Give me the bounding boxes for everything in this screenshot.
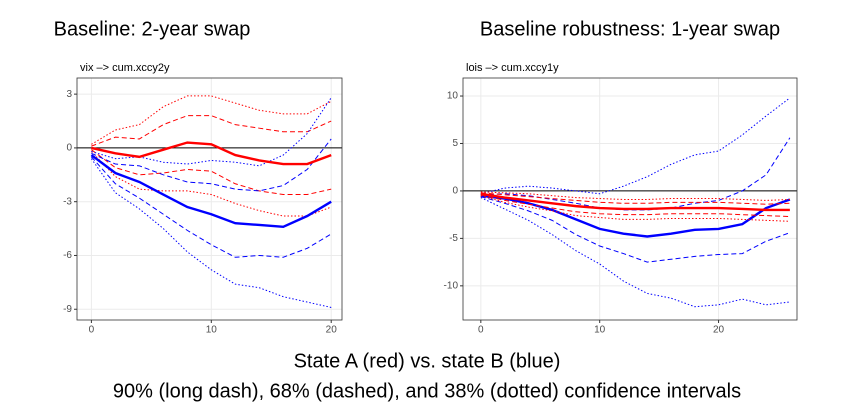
y-tick-label: 0 [452,186,458,197]
series-line [90,154,332,229]
plot-area [77,78,342,320]
x-tick-label: 20 [713,325,725,336]
series-line [91,151,332,217]
series-line [91,149,332,196]
series-line [91,138,332,192]
x-tick-label: 0 [89,325,95,336]
series-line [480,191,790,201]
series-line [91,115,332,147]
y-tick-label: -6 [63,250,72,261]
y-tick-label: 0 [66,143,72,154]
series-line [480,194,790,218]
series-line [480,197,790,308]
series-line [480,192,790,212]
caption: State A (red) vs. state B (blue) [294,350,561,372]
y-tick-label: -10 [444,280,459,291]
panel-subtitle: lois –> cum.xccy1y [466,62,559,74]
series-line [480,97,791,195]
x-tick-label: 10 [206,325,218,336]
series-line [480,195,790,222]
y-tick-label: 10 [447,91,459,102]
series-line [480,192,790,205]
plot-border [462,77,798,321]
x-tick-label: 10 [594,325,606,336]
panel-title: Baseline: 2-year swap [54,18,251,40]
series-line [91,97,332,167]
panel-subtitle: vix –> cum.xccy2y [80,62,170,74]
x-tick-label: 20 [326,325,338,336]
x-tick-label: 0 [478,325,484,336]
series-line [91,156,332,258]
y-tick-label: 5 [452,138,458,149]
y-tick-label: -3 [63,196,72,207]
y-tick-label: -5 [449,233,458,244]
y-tick-label: 3 [66,89,72,100]
y-tick-label: -9 [63,304,72,315]
series-line [90,158,332,308]
caption: 90% (long dash), 68% (dashed), and 38% (… [113,380,741,402]
panel-title: Baseline robustness: 1-year swap [480,18,780,40]
plot-border [76,77,343,321]
series-line [91,141,332,166]
